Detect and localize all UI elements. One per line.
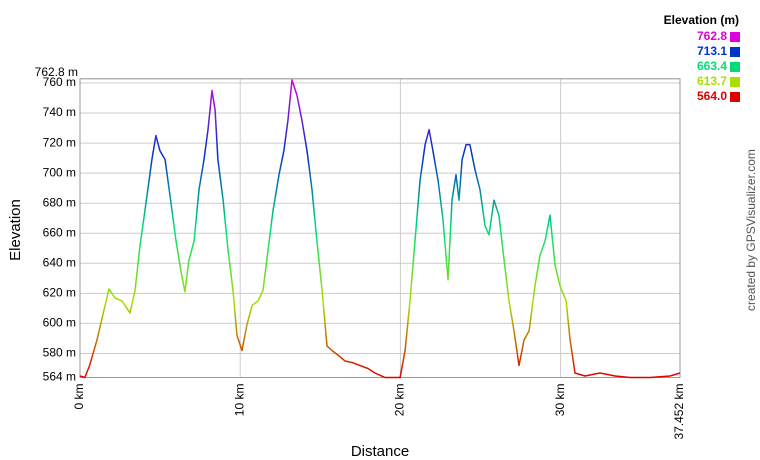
y-tick-label: 580 m	[43, 346, 76, 360]
y-tick-label: 740 m	[43, 105, 76, 119]
plot-frame	[79, 78, 681, 379]
y-tick-label: 720 m	[43, 135, 76, 149]
legend-label: 762.8	[697, 29, 727, 43]
y-tick-label: 762.8 m	[35, 65, 78, 79]
y-tick-label: 620 m	[43, 286, 76, 300]
y-tick-label: 600 m	[43, 316, 76, 330]
legend-swatch	[730, 47, 740, 57]
y-tick-label: 680 m	[43, 195, 76, 209]
legend-label: 613.7	[697, 74, 727, 88]
x-tick-label: 20 km	[393, 384, 407, 417]
legend-swatch	[730, 32, 740, 42]
y-axis-title: Elevation	[7, 199, 24, 261]
y-tick-label: 660 m	[43, 225, 76, 239]
y-tick-label: 564 m	[43, 370, 76, 384]
x-tick-label: 10 km	[232, 384, 246, 417]
legend-swatch	[730, 77, 740, 87]
x-axis-title: Distance	[351, 443, 409, 460]
elevation-line	[79, 79, 681, 379]
x-tick-label: 30 km	[553, 384, 567, 417]
x-tick-label: 37.452 km	[672, 384, 686, 440]
legend-label: 663.4	[697, 59, 727, 73]
y-tick-label: 700 m	[43, 165, 76, 179]
legend-title: Elevation (m)	[664, 13, 739, 27]
legend-swatch	[730, 92, 740, 102]
legend-swatch	[730, 62, 740, 72]
y-tick-label: 760 m	[43, 75, 76, 89]
legend-label: 713.1	[697, 44, 727, 58]
credit: created by GPSVisualizer.com	[744, 149, 758, 311]
x-tick-label: 0 km	[72, 384, 86, 410]
y-tick-label: 640 m	[43, 255, 76, 269]
legend-label: 564.0	[697, 89, 727, 103]
